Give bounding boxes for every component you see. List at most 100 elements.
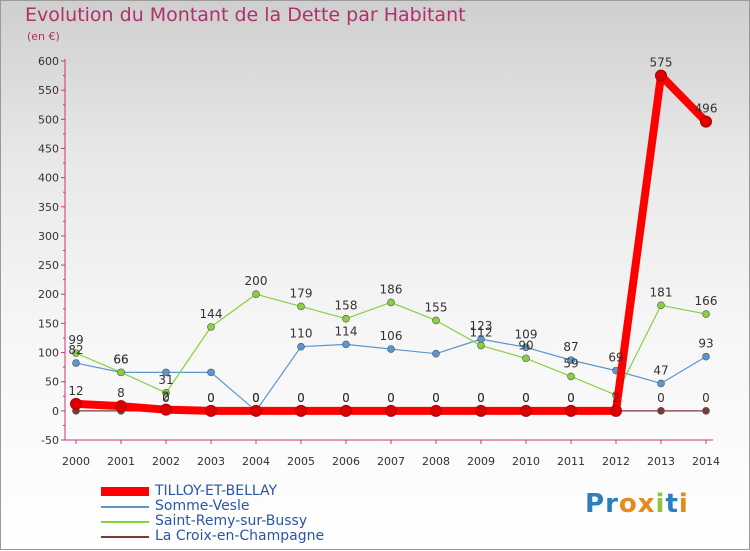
x-tick-label: 2007 — [377, 455, 405, 468]
chart-title: Evolution du Montant de la Dette par Hab… — [25, 4, 466, 26]
data-label: 155 — [425, 300, 448, 314]
logo-letter: r — [605, 489, 619, 519]
series-point-1 — [162, 368, 170, 377]
y-tick-label: 550 — [38, 84, 59, 97]
legend-label: Saint-Remy-sur-Bussy — [155, 513, 308, 529]
series-point-0 — [160, 403, 172, 416]
data-label: 123 — [470, 319, 493, 333]
series-point-2 — [387, 298, 395, 307]
series-point-3 — [702, 407, 710, 415]
data-label: 0 — [522, 391, 530, 405]
series-point-2 — [252, 290, 260, 299]
data-label: 0 — [702, 391, 710, 405]
y-tick-label: 600 — [38, 55, 59, 68]
series-point-0 — [115, 400, 127, 413]
series-point-3 — [657, 407, 665, 415]
series-point-1 — [432, 349, 440, 358]
series-point-1 — [207, 368, 215, 377]
series-point-2 — [522, 354, 530, 363]
data-label: 0 — [252, 391, 260, 405]
series-point-0 — [700, 115, 712, 128]
logo-letter: i — [678, 489, 689, 519]
series-point-0 — [250, 404, 262, 417]
x-tick-label: 2014 — [692, 455, 720, 468]
y-tick-label: 0 — [52, 405, 59, 418]
data-label: 0 — [297, 391, 305, 405]
data-label: 0 — [477, 391, 485, 405]
series-point-0 — [340, 404, 352, 417]
data-label: 112 — [470, 326, 493, 340]
data-label: 0 — [387, 391, 395, 405]
data-label: 8 — [117, 386, 125, 400]
data-label: 110 — [290, 327, 313, 341]
series-point-2 — [702, 310, 710, 318]
y-tick-label: 250 — [38, 259, 59, 272]
series-point-2 — [432, 316, 440, 325]
data-label: 2 — [612, 391, 620, 405]
data-label: 186 — [380, 282, 403, 296]
y-tick-label: -50 — [41, 434, 59, 447]
y-tick-label: 500 — [38, 113, 59, 126]
data-label: 0 — [567, 391, 575, 405]
data-label: 0 — [297, 391, 305, 405]
y-tick-label: 300 — [38, 230, 59, 243]
y-tick-label: 200 — [38, 288, 59, 301]
data-label: 0 — [252, 391, 260, 405]
y-tick-label: 350 — [38, 201, 59, 214]
data-label: 575 — [650, 56, 673, 70]
data-label: 0 — [432, 391, 440, 405]
series-point-1 — [342, 340, 350, 349]
series-point-1 — [387, 345, 395, 353]
legend-label: La Croix-en-Champagne — [155, 528, 325, 544]
logo-letter: o — [618, 489, 638, 519]
series-point-0 — [520, 404, 532, 417]
series-point-1 — [297, 342, 305, 351]
series-point-0 — [610, 404, 622, 417]
series-point-2 — [207, 323, 215, 331]
x-tick-label: 2001 — [107, 455, 135, 468]
series-point-2 — [297, 302, 305, 311]
unit-label: (en €) — [27, 30, 60, 43]
data-label: 69 — [608, 351, 623, 365]
data-label: 0 — [657, 391, 665, 405]
series-point-1 — [702, 352, 710, 361]
legend-label: TILLOY-ET-BELLAY — [155, 483, 278, 499]
data-label: 99 — [68, 333, 83, 347]
logo-letter: t — [665, 489, 679, 519]
data-label: 109 — [515, 327, 538, 341]
x-tick-label: 2013 — [647, 455, 675, 468]
x-tick-label: 2000 — [62, 455, 90, 468]
data-label: 179 — [290, 286, 313, 300]
x-tick-label: 2003 — [197, 455, 225, 468]
logo-letter: P — [585, 489, 606, 519]
data-label: 200 — [245, 274, 268, 288]
data-label: 66 — [113, 352, 128, 366]
y-tick-label: 400 — [38, 172, 59, 185]
series-point-0 — [655, 69, 667, 82]
data-label: 496 — [695, 102, 718, 116]
legend-swatch — [101, 521, 149, 523]
data-label: 90 — [518, 338, 533, 352]
y-tick-label: 100 — [38, 347, 59, 360]
data-label: 158 — [335, 299, 358, 313]
data-label: 0 — [567, 391, 575, 405]
data-label: 2 — [162, 390, 170, 404]
series-point-1 — [657, 379, 665, 388]
data-label: 0 — [342, 391, 350, 405]
x-tick-label: 2009 — [467, 455, 495, 468]
legend-swatch — [101, 536, 149, 538]
series-point-0 — [205, 404, 217, 417]
data-label: 0 — [207, 391, 215, 405]
data-label: 0 — [207, 391, 215, 405]
series-point-0 — [385, 404, 397, 417]
x-tick-label: 2012 — [602, 455, 630, 468]
x-tick-label: 2002 — [152, 455, 180, 468]
series-point-0 — [565, 404, 577, 417]
series-point-2 — [567, 372, 575, 381]
y-tick-label: 150 — [38, 317, 59, 330]
x-tick-label: 2008 — [422, 455, 450, 468]
data-label: 0 — [522, 391, 530, 405]
y-tick-label: 450 — [38, 142, 59, 155]
series-point-0 — [295, 404, 307, 417]
